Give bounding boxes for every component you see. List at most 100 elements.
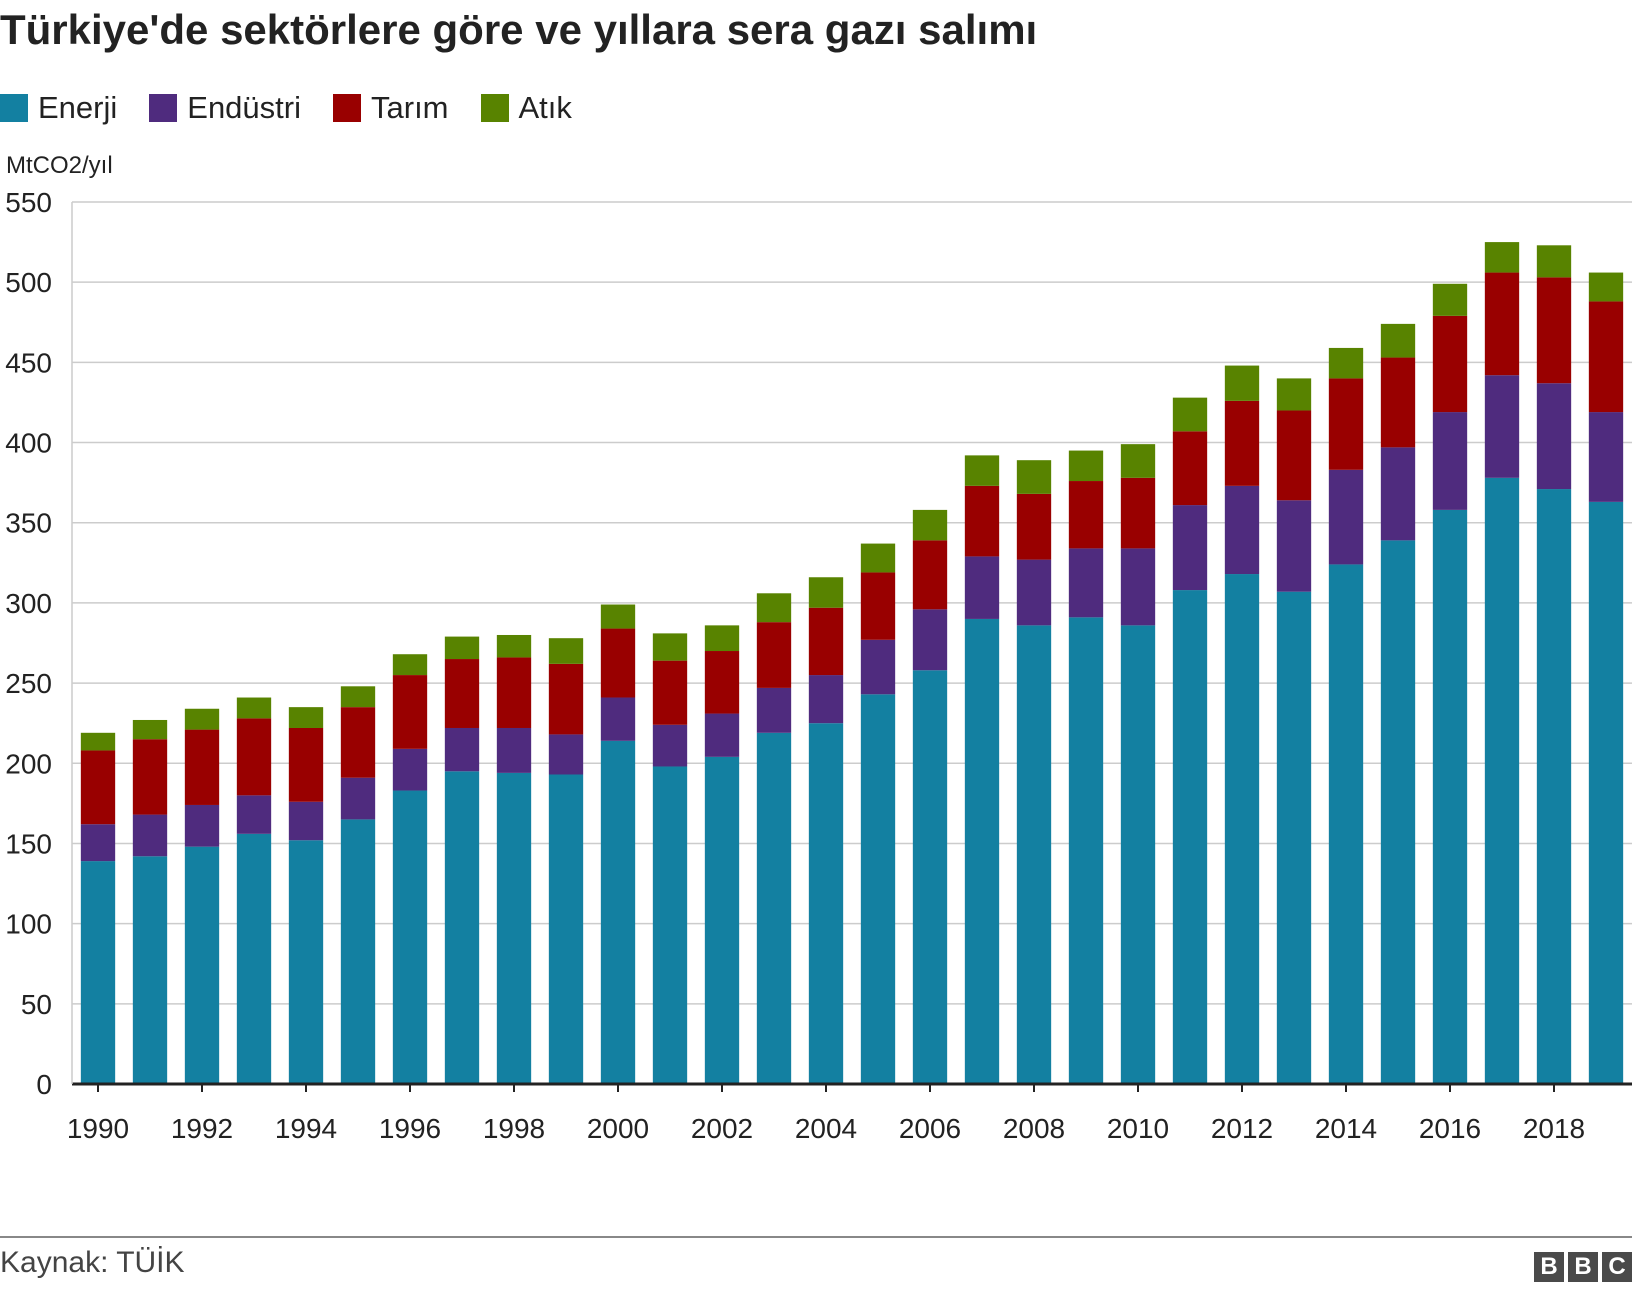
y-tick-label: 250	[5, 668, 52, 699]
x-tick-label: 2008	[1003, 1113, 1065, 1144]
x-tick-label: 2004	[795, 1113, 857, 1144]
bar-atk-1995	[340, 686, 376, 708]
bar-enerji-2013	[1276, 591, 1312, 1084]
bar-atk-2006	[912, 509, 948, 541]
y-tick-label: 350	[5, 508, 52, 539]
bar-endstri-1998	[496, 727, 532, 773]
bar-tarm-1997	[444, 659, 480, 728]
x-tick-label: 2014	[1315, 1113, 1377, 1144]
legend-label-tarim: Tarım	[371, 90, 449, 125]
y-tick-label: 400	[5, 428, 52, 459]
bar-tarm-2001	[652, 660, 688, 725]
bar-enerji-1999	[548, 774, 584, 1084]
y-tick-label: 200	[5, 748, 52, 779]
bar-enerji-2016	[1432, 509, 1468, 1084]
bar-endstri-1999	[548, 734, 584, 775]
bar-atk-2016	[1432, 283, 1468, 316]
bar-enerji-1995	[340, 819, 376, 1084]
bar-endstri-1993	[236, 795, 272, 834]
bar-tarm-2014	[1328, 378, 1364, 470]
bar-tarm-2003	[756, 622, 792, 688]
bar-atk-1997	[444, 636, 480, 660]
x-tick-label: 2018	[1523, 1113, 1585, 1144]
legend: Enerji Endüstri Tarım Atık	[0, 88, 604, 128]
bar-endstri-2016	[1432, 412, 1468, 510]
bar-endstri-2006	[912, 609, 948, 671]
bbc-logo-block: B	[1568, 1252, 1598, 1282]
legend-swatch-tarim	[333, 94, 361, 122]
bar-atk-1999	[548, 638, 584, 664]
bbc-logo-block: C	[1602, 1252, 1632, 1282]
y-tick-label: 300	[5, 588, 52, 619]
bar-atk-2007	[964, 455, 1000, 486]
bar-atk-2000	[600, 604, 636, 629]
bar-tarm-2012	[1224, 400, 1260, 486]
bar-enerji-1994	[288, 840, 324, 1084]
legend-item-atik: Atık	[480, 90, 572, 126]
bar-enerji-2012	[1224, 574, 1260, 1084]
bar-endstri-2010	[1120, 548, 1156, 626]
bar-tarm-2010	[1120, 477, 1156, 549]
bar-atk-2019	[1588, 272, 1624, 302]
bar-atk-2014	[1328, 347, 1364, 379]
bar-tarm-2006	[912, 540, 948, 610]
bar-tarm-1999	[548, 663, 584, 735]
bar-enerji-2000	[600, 740, 636, 1084]
legend-label-endustri: Endüstri	[187, 90, 301, 125]
bar-atk-2017	[1484, 242, 1520, 273]
x-tick-label: 1992	[171, 1113, 233, 1144]
bar-endstri-2013	[1276, 500, 1312, 592]
bar-atk-2003	[756, 593, 792, 623]
y-tick-label: 450	[5, 347, 52, 378]
bar-atk-2011	[1172, 397, 1208, 432]
bar-enerji-2005	[860, 694, 896, 1084]
y-tick-label: 50	[21, 989, 52, 1020]
x-tick-label: 1994	[275, 1113, 337, 1144]
x-tick-label: 1998	[483, 1113, 545, 1144]
bar-tarm-2018	[1536, 277, 1572, 384]
bar-endstri-1992	[184, 804, 220, 847]
bar-endstri-2017	[1484, 375, 1520, 478]
bar-enerji-1996	[392, 790, 428, 1084]
bar-atk-2002	[704, 625, 740, 652]
bar-tarm-2019	[1588, 301, 1624, 413]
bar-enerji-2003	[756, 732, 792, 1084]
x-tick-label: 2010	[1107, 1113, 1169, 1144]
bar-enerji-2011	[1172, 590, 1208, 1084]
legend-item-enerji: Enerji	[0, 90, 117, 126]
legend-item-endustri: Endüstri	[149, 90, 301, 126]
y-tick-label: 0	[36, 1069, 52, 1100]
y-tick-label: 150	[5, 828, 52, 859]
legend-swatch-endustri	[149, 94, 178, 122]
bar-enerji-2015	[1380, 540, 1416, 1084]
bar-atk-2004	[808, 577, 844, 608]
bar-tarm-2008	[1016, 493, 1052, 560]
bar-endstri-2002	[704, 713, 740, 757]
y-axis-unit-label: MtCO2/yıl	[6, 152, 113, 179]
bar-tarm-2009	[1068, 481, 1104, 549]
source-note: Kaynak: TÜİK	[0, 1246, 185, 1279]
bar-endstri-2003	[756, 687, 792, 733]
x-tick-label: 2016	[1419, 1113, 1481, 1144]
y-tick-label: 550	[5, 187, 52, 218]
y-tick-label: 100	[5, 909, 52, 940]
bar-enerji-1990	[80, 861, 116, 1084]
bar-atk-2001	[652, 633, 688, 661]
bar-enerji-2006	[912, 670, 948, 1084]
footer-divider	[0, 1236, 1632, 1238]
bar-atk-2018	[1536, 245, 1572, 278]
bar-endstri-2011	[1172, 505, 1208, 591]
bar-endstri-1997	[444, 727, 480, 772]
bar-endstri-1994	[288, 801, 324, 841]
bar-tarm-2002	[704, 651, 740, 714]
bar-endstri-1990	[80, 824, 116, 862]
bar-atk-1992	[184, 708, 220, 730]
bar-tarm-1993	[236, 718, 272, 796]
bar-tarm-1991	[132, 739, 168, 815]
bar-atk-2015	[1380, 323, 1416, 358]
bbc-logo-block: B	[1534, 1252, 1564, 1282]
bar-endstri-1995	[340, 777, 376, 820]
bar-endstri-1996	[392, 748, 428, 791]
bbc-logo: B B C	[1530, 1252, 1632, 1282]
